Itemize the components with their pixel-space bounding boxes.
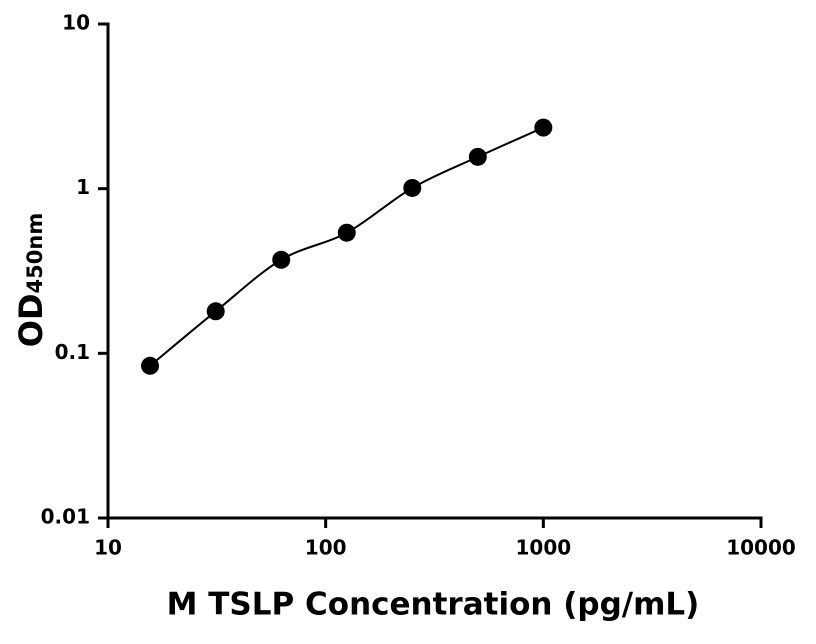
x-tick-label: 1000 <box>515 536 571 560</box>
x-axis-title: M TSLP Concentration (pg/mL) <box>167 587 700 623</box>
x-tick-label: 10 <box>94 536 122 560</box>
data-point <box>337 223 356 242</box>
y-tick-label: 10 <box>62 11 90 35</box>
data-point <box>534 118 553 137</box>
y-tick-label: 0.01 <box>41 505 90 529</box>
data-point <box>141 356 160 375</box>
data-point <box>468 147 487 166</box>
data-point <box>206 302 225 321</box>
data-point <box>403 178 422 197</box>
data-point <box>272 250 291 269</box>
y-tick-label: 1 <box>76 175 90 199</box>
y-axis-title-subscript: 450nm <box>23 213 47 294</box>
y-tick-label: 0.1 <box>55 340 90 364</box>
y-axis-title: OD450nm <box>12 213 50 347</box>
fit-line <box>149 126 544 367</box>
x-tick-label: 100 <box>305 536 347 560</box>
x-tick-label: 10000 <box>726 536 796 560</box>
y-axis-title-main: OD <box>12 293 50 347</box>
